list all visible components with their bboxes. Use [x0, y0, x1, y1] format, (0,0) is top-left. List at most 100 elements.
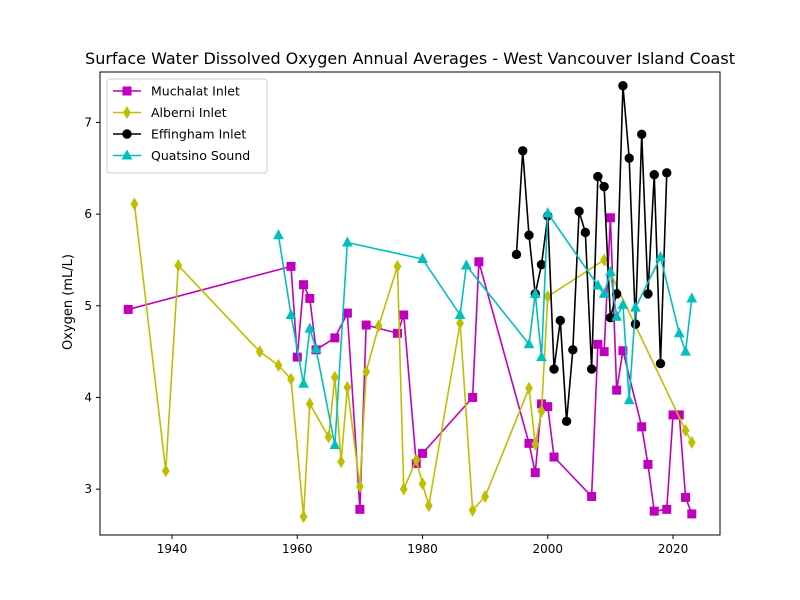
data-point-effingham-inlet	[524, 230, 534, 240]
series-muchalat-inlet	[123, 213, 697, 519]
series-layer	[123, 81, 698, 524]
legend: Muchalat Inlet Alberni Inlet Effingham Inl…	[106, 78, 268, 174]
data-point-muchalat-inlet	[637, 422, 647, 432]
data-point-alberni-inlet	[343, 380, 352, 394]
legend-item-quatsino-sound: Quatsino Sound	[113, 148, 250, 163]
data-point-effingham-inlet	[618, 81, 628, 91]
data-point-muchalat-inlet	[549, 452, 559, 462]
data-point-alberni-inlet	[543, 290, 552, 304]
data-point-quatsino-sound	[304, 322, 316, 333]
data-point-muchalat-inlet	[355, 504, 365, 514]
data-point-muchalat-inlet	[587, 491, 597, 501]
data-point-effingham-inlet	[561, 416, 572, 427]
y-tick-label: 5	[84, 299, 92, 313]
data-point-alberni-inlet	[537, 404, 546, 418]
data-point-effingham-inlet	[624, 153, 634, 163]
plot-area	[99, 71, 721, 536]
y-axis: 3 4 5 6 7	[84, 115, 100, 496]
series-alberni-inlet	[130, 197, 696, 524]
data-point-quatsino-sound	[342, 236, 353, 247]
data-point-quatsino-sound	[329, 439, 341, 450]
y-tick-label: 7	[84, 115, 92, 129]
data-point-quatsino-sound	[630, 301, 641, 312]
data-point-muchalat-inlet	[123, 304, 133, 314]
data-point-alberni-inlet	[393, 259, 402, 273]
data-point-effingham-inlet	[593, 171, 603, 182]
data-point-alberni-inlet	[274, 358, 283, 372]
data-point-quatsino-sound	[285, 308, 297, 319]
data-point-muchalat-inlet	[649, 506, 659, 516]
data-point-muchalat-inlet	[474, 257, 484, 267]
data-point-alberni-inlet	[330, 370, 339, 384]
data-point-quatsino-sound	[529, 287, 541, 298]
data-point-quatsino-sound	[273, 229, 284, 240]
data-point-alberni-inlet	[468, 503, 477, 517]
data-point-muchalat-inlet	[468, 392, 478, 402]
data-point-muchalat-inlet	[543, 402, 553, 412]
data-point-quatsino-sound	[686, 292, 698, 303]
data-point-muchalat-inlet	[299, 280, 309, 290]
data-point-muchalat-inlet	[681, 492, 691, 502]
data-point-effingham-inlet	[637, 129, 647, 140]
data-point-quatsino-sound	[673, 327, 685, 338]
data-point-muchalat-inlet	[643, 459, 653, 469]
legend-label: Muchalat Inlet	[151, 84, 240, 99]
data-point-quatsino-sound	[542, 207, 554, 218]
data-point-alberni-inlet	[299, 510, 308, 524]
legend-marker	[123, 106, 131, 119]
data-point-quatsino-sound	[417, 252, 428, 264]
data-point-muchalat-inlet	[612, 385, 622, 395]
y-axis-label: Oxygen (mL/L)	[61, 254, 76, 350]
data-point-effingham-inlet	[518, 146, 528, 156]
x-tick-label: 2000	[533, 542, 564, 556]
legend-marker	[122, 86, 132, 96]
data-point-effingham-inlet	[586, 364, 597, 374]
x-tick-label: 1960	[282, 542, 313, 556]
legend-label: Alberni Inlet	[151, 105, 227, 120]
data-point-muchalat-inlet	[392, 328, 402, 338]
data-point-alberni-inlet	[399, 482, 408, 496]
data-point-alberni-inlet	[681, 424, 690, 437]
data-point-effingham-inlet	[511, 249, 522, 260]
data-point-quatsino-sound	[298, 377, 309, 388]
x-axis: 1940 1960 1980 2000 2020	[157, 535, 688, 556]
data-point-effingham-inlet	[568, 345, 578, 355]
y-tick-label: 6	[84, 207, 92, 221]
x-tick-label: 1980	[407, 542, 438, 556]
data-point-effingham-inlet	[580, 227, 591, 238]
data-point-quatsino-sound	[605, 265, 616, 276]
chart-title: Surface Water Dissolved Oxygen Annual Av…	[85, 49, 735, 68]
data-point-alberni-inlet	[161, 464, 170, 478]
data-point-alberni-inlet	[287, 372, 295, 386]
y-tick-label: 3	[84, 482, 92, 496]
data-point-effingham-inlet	[536, 259, 547, 270]
data-point-muchalat-inlet	[330, 333, 340, 343]
legend-marker	[121, 149, 133, 160]
data-point-muchalat-inlet	[399, 310, 409, 320]
data-point-alberni-inlet	[418, 477, 427, 491]
plot-frame	[99, 71, 721, 536]
data-point-muchalat-inlet	[662, 504, 672, 514]
data-point-muchalat-inlet	[687, 509, 697, 519]
x-tick-label: 1940	[157, 542, 188, 556]
data-point-alberni-inlet	[600, 253, 609, 267]
data-point-muchalat-inlet	[292, 352, 302, 362]
series-quatsino-sound	[273, 207, 698, 450]
data-point-muchalat-inlet	[524, 438, 534, 448]
data-point-quatsino-sound	[461, 259, 472, 270]
data-point-alberni-inlet	[412, 453, 421, 467]
data-point-effingham-inlet	[662, 168, 672, 178]
data-point-alberni-inlet	[324, 430, 333, 444]
data-point-muchalat-inlet	[286, 261, 296, 271]
data-point-quatsino-sound	[617, 298, 629, 309]
data-point-effingham-inlet	[574, 206, 584, 217]
data-point-muchalat-inlet	[605, 213, 615, 223]
data-point-alberni-inlet	[362, 365, 371, 379]
legend-item-alberni-inlet: Alberni Inlet	[113, 105, 227, 120]
data-point-muchalat-inlet	[530, 468, 540, 478]
data-point-muchalat-inlet	[593, 339, 603, 349]
data-point-alberni-inlet	[687, 435, 696, 449]
data-point-effingham-inlet	[599, 181, 609, 192]
data-point-muchalat-inlet	[599, 347, 609, 357]
